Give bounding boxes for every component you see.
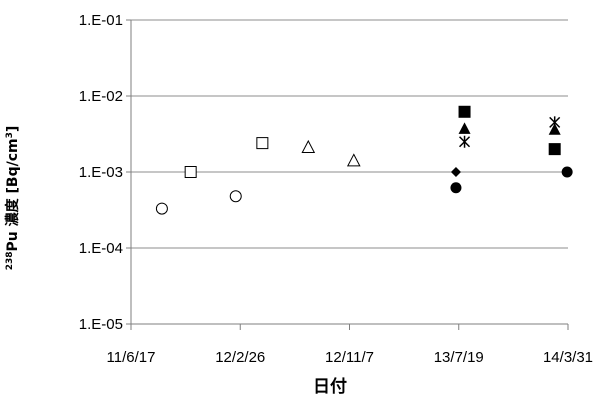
data-point-asterisk [459, 135, 471, 148]
x-tick-labels: 11/6/17 12/2/26 12/11/7 13/7/19 14/3/31 [107, 349, 593, 366]
data-point-triangle-filled [458, 122, 471, 134]
data-point-diamond-filled [450, 167, 461, 177]
data-point-circle-filled [561, 166, 573, 178]
x-tick-label: 11/6/17 [107, 349, 156, 366]
data-point-triangle-open [301, 139, 316, 154]
y-tick-label: 1.E-04 [79, 240, 123, 257]
x-tick-label: 12/2/26 [215, 349, 265, 366]
gridlines [126, 19, 568, 325]
x-tick-label: 13/7/19 [434, 349, 484, 366]
data-point-triangle-open [346, 153, 361, 167]
y-axis-title-superscript: 238 [5, 251, 15, 270]
x-tick-label: 12/11/7 [325, 349, 374, 366]
data-point-square-open [256, 137, 269, 150]
data-point-circle-open [229, 190, 242, 203]
y-tick-label: 1.E-03 [79, 164, 123, 181]
data-point-square-filled [548, 143, 561, 156]
y-axis-title: 238Pu 濃度 [Bq/cm3] [4, 126, 21, 271]
y-axis-title-text: Pu 濃度 [Bq/cm [4, 138, 21, 251]
data-points [155, 105, 573, 215]
plot-area [126, 19, 573, 330]
x-tick-marks [130, 324, 569, 330]
y-axis-title-closing: ] [5, 126, 21, 132]
y-tick-label: 1.E-02 [79, 88, 123, 105]
data-point-square-open [184, 166, 197, 178]
y-tick-label: 1.E-01 [79, 12, 123, 29]
y-tick-label: 1.E-05 [79, 316, 123, 333]
data-point-asterisk [549, 116, 561, 129]
x-axis-title: 日付 [313, 376, 347, 397]
y-tick-labels: 1.E-05 1.E-04 1.E-03 1.E-02 1.E-01 [79, 12, 123, 333]
x-tick-label: 14/3/31 [543, 349, 593, 366]
y-axis-title-unit-superscript: 3 [5, 132, 15, 138]
data-point-circle-open [155, 202, 168, 215]
data-point-circle-filled [450, 182, 462, 194]
data-point-square-filled [458, 105, 471, 118]
data-point-triangle-filled [548, 123, 561, 135]
